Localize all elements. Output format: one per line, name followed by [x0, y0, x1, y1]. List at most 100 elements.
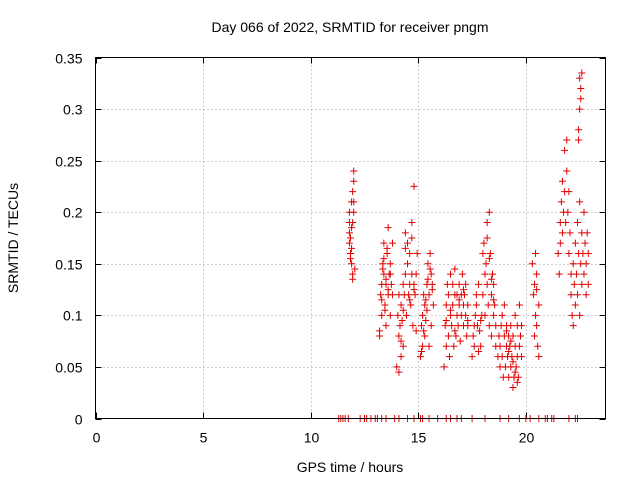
data-point — [413, 249, 421, 257]
data-point — [409, 322, 417, 330]
data-point — [485, 322, 493, 330]
data-point — [507, 322, 515, 330]
data-point — [483, 219, 491, 227]
data-point — [483, 234, 491, 242]
data-point — [515, 342, 523, 350]
data-point — [401, 244, 409, 252]
data-point — [447, 306, 455, 314]
data-point — [380, 239, 388, 247]
data-point — [481, 270, 489, 278]
data-point — [379, 265, 387, 273]
data-point — [458, 270, 466, 278]
data-point — [483, 280, 491, 288]
data-point — [514, 373, 522, 381]
data-point — [442, 317, 450, 325]
data-point — [569, 260, 577, 268]
data-point — [558, 229, 566, 237]
data-point — [407, 301, 415, 309]
data-point — [444, 332, 452, 340]
data-point — [350, 198, 358, 206]
data-point — [421, 301, 429, 309]
data-point — [348, 260, 356, 268]
data-point — [420, 327, 428, 335]
data-point — [397, 301, 405, 309]
data-point — [406, 296, 414, 304]
data-point — [398, 317, 406, 325]
data-point — [571, 301, 579, 309]
x-tick-label: 15 — [411, 430, 427, 446]
y-axis-label: SRMTID / TECUs — [5, 183, 21, 293]
data-point — [410, 182, 418, 190]
data-point — [426, 265, 434, 273]
data-point — [378, 296, 386, 304]
data-point — [399, 306, 407, 314]
y-tick-label: 0.15 — [55, 257, 82, 273]
data-point — [397, 337, 405, 345]
data-point — [475, 347, 483, 355]
data-point — [565, 249, 573, 257]
data-point — [448, 322, 456, 330]
data-point — [472, 291, 480, 299]
data-point — [380, 255, 388, 263]
data-point — [558, 177, 566, 185]
data-point — [418, 347, 426, 355]
data-point — [408, 234, 416, 242]
data-point — [513, 378, 521, 386]
data-point — [578, 280, 586, 288]
data-point — [419, 311, 427, 319]
data-point — [491, 301, 499, 309]
data-point — [416, 353, 424, 361]
data-point — [345, 229, 353, 237]
data-point — [576, 74, 584, 82]
data-point — [455, 280, 463, 288]
data-point — [451, 327, 459, 335]
data-point — [561, 146, 569, 154]
data-point — [530, 280, 538, 288]
data-point — [382, 275, 390, 283]
data-point — [399, 342, 407, 350]
x-axis-label: GPS time / hours — [297, 459, 404, 475]
data-point — [424, 275, 432, 283]
data-point — [555, 270, 563, 278]
data-point — [533, 286, 541, 294]
data-point — [532, 311, 540, 319]
data-point — [477, 317, 485, 325]
data-point — [442, 301, 450, 309]
data-point — [485, 208, 493, 216]
x-tick-label: 0 — [93, 430, 101, 446]
x-tick-label: 10 — [304, 430, 320, 446]
data-point — [383, 244, 391, 252]
data-point — [517, 332, 524, 340]
data-point — [447, 270, 455, 278]
data-point — [473, 322, 481, 330]
data-point — [566, 229, 574, 237]
data-point — [518, 322, 526, 330]
data-point — [529, 291, 537, 299]
y-tick-label: 0.2 — [63, 205, 83, 221]
data-point — [345, 239, 353, 247]
data-point — [411, 291, 419, 299]
data-point — [464, 301, 472, 309]
data-point — [583, 229, 591, 237]
data-point — [475, 280, 483, 288]
data-point — [428, 286, 436, 294]
data-point — [348, 244, 356, 252]
data-point — [462, 311, 470, 319]
data-point — [485, 255, 493, 263]
data-point — [388, 291, 396, 299]
data-point — [503, 327, 511, 335]
data-point — [399, 280, 407, 288]
data-point — [556, 239, 564, 247]
data-point — [387, 280, 395, 288]
data-point — [449, 301, 457, 309]
data-point — [572, 270, 580, 278]
data-point — [429, 301, 437, 309]
y-tick-label: 0.25 — [55, 154, 82, 170]
y-tick-label: 0 — [75, 412, 83, 428]
series-srmtid — [335, 69, 592, 422]
data-point — [505, 347, 513, 355]
data-point — [402, 311, 410, 319]
data-point — [577, 95, 585, 103]
data-point — [509, 358, 517, 366]
data-point — [396, 322, 404, 330]
